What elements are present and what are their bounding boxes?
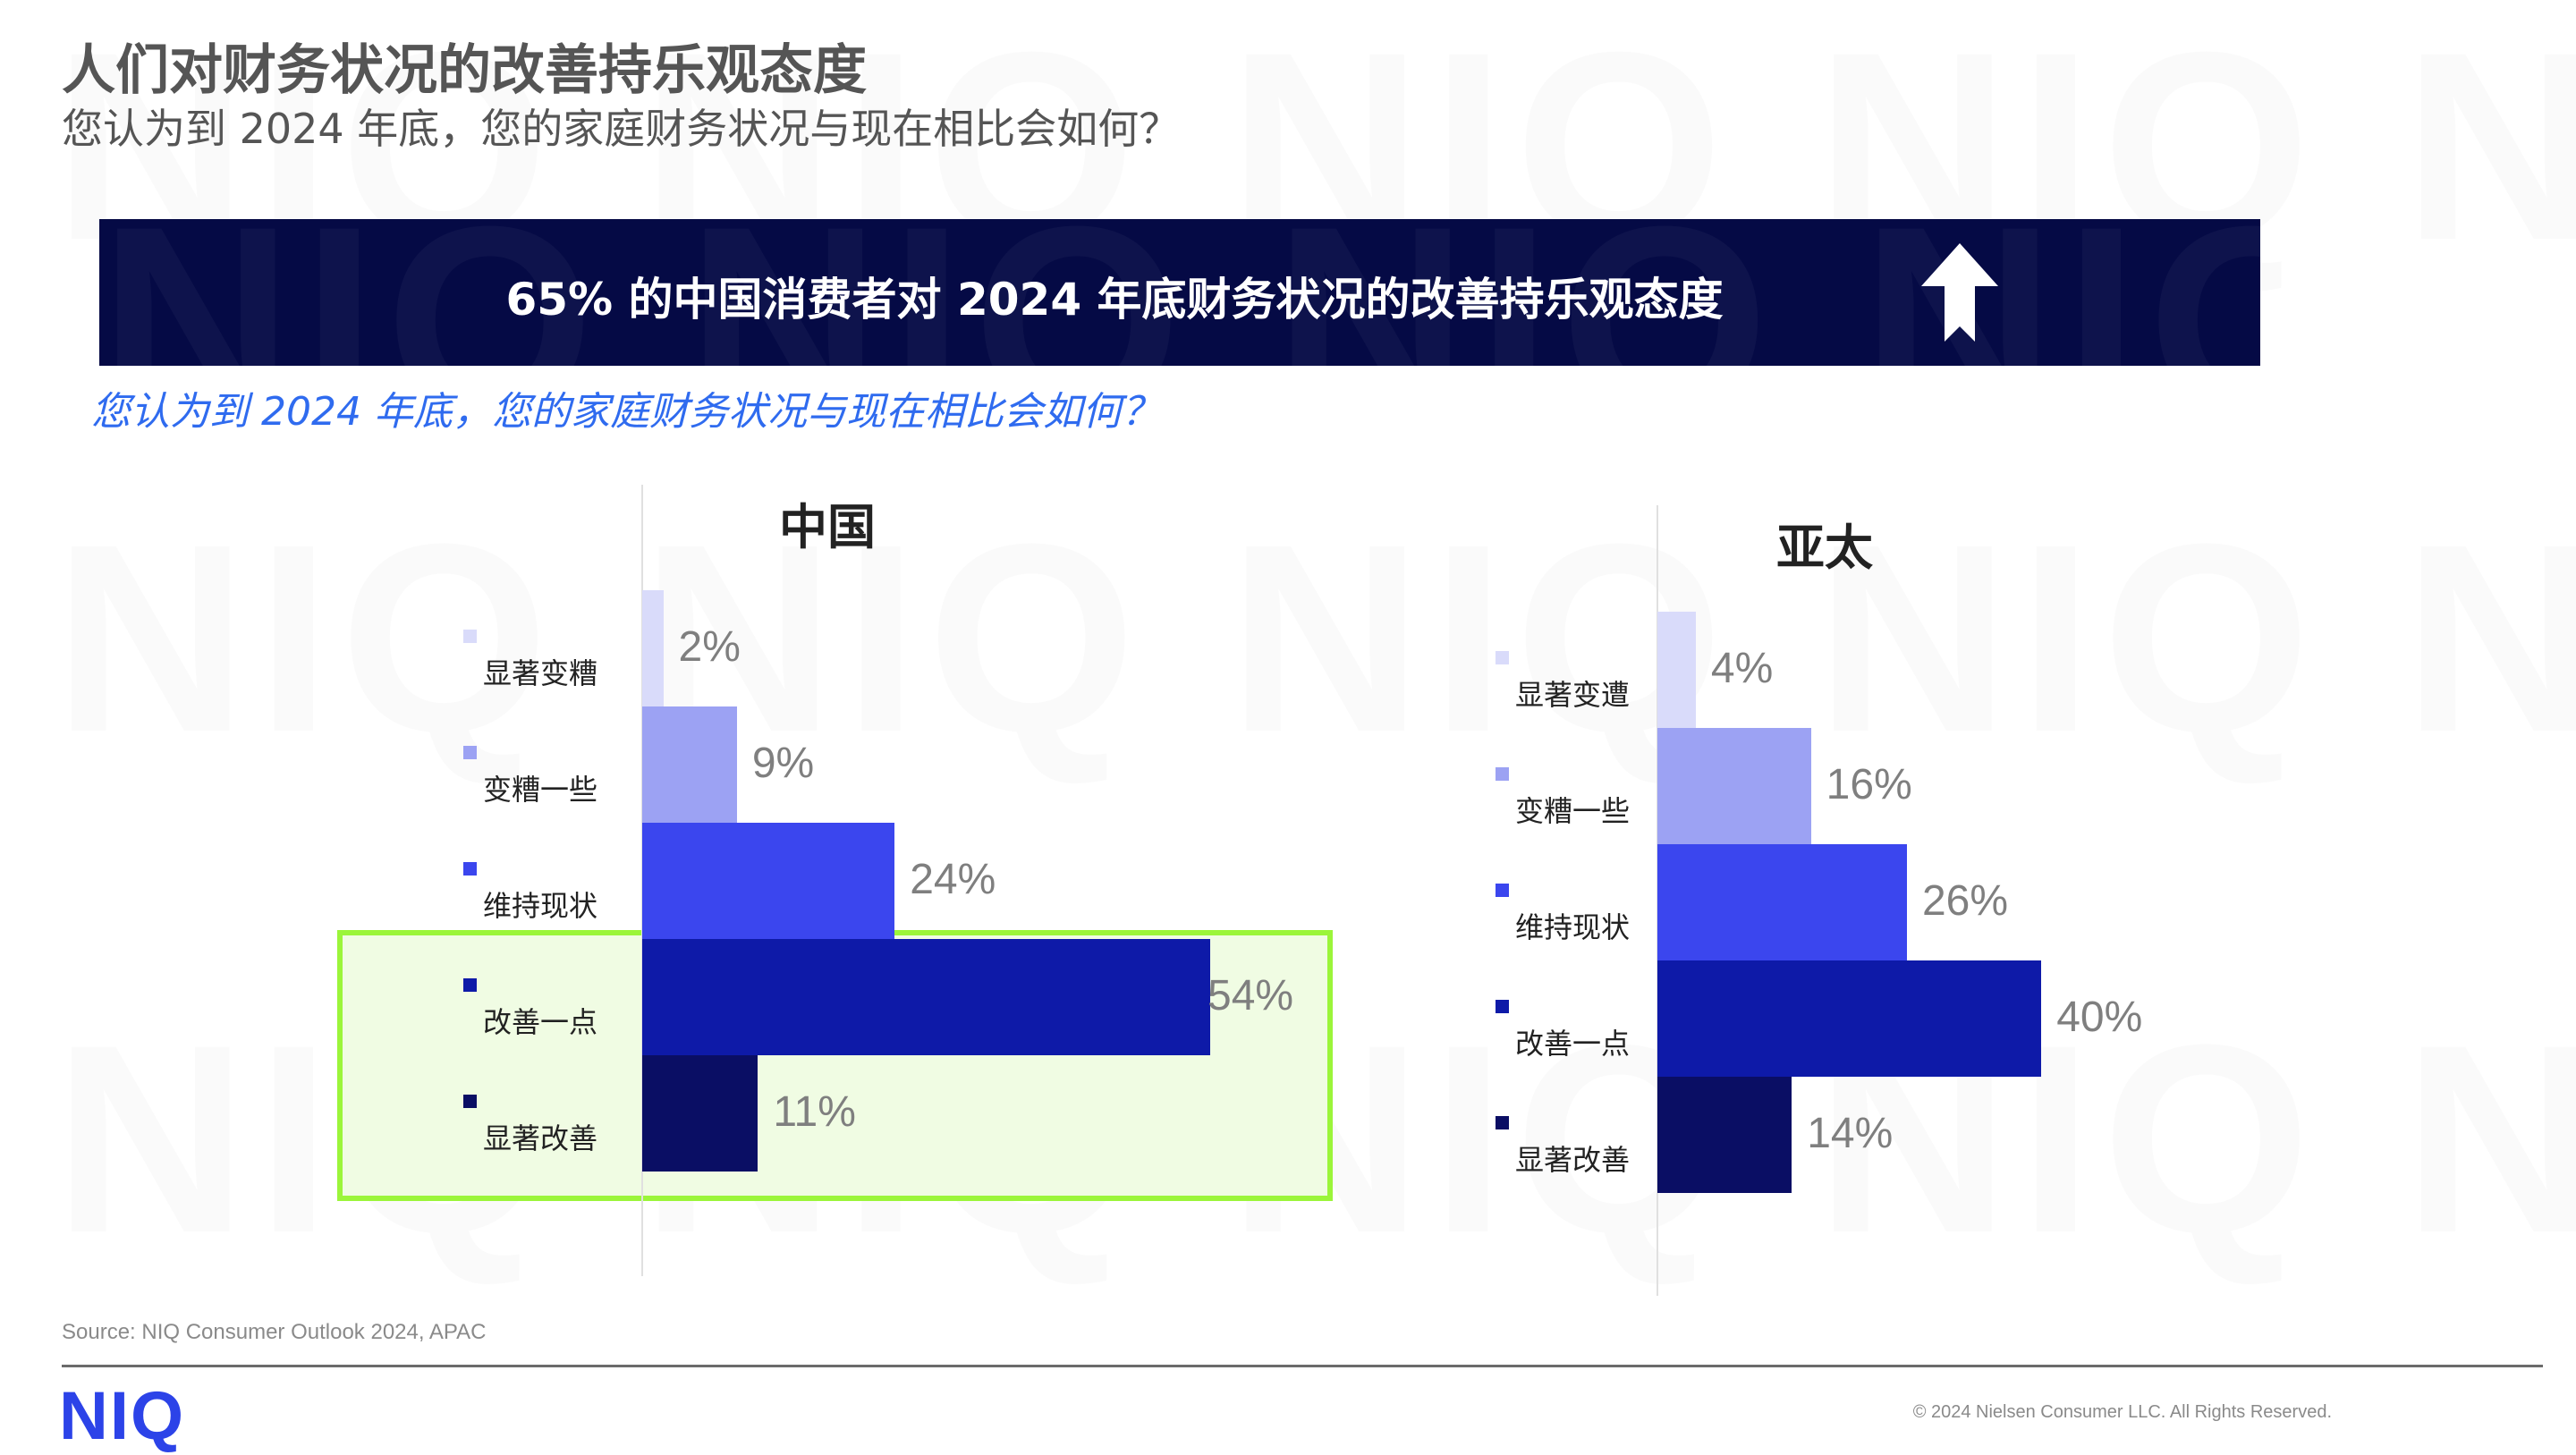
copyright: © 2024 Nielsen Consumer LLC. All Rights …	[1912, 1402, 2332, 1422]
bar	[1657, 612, 1696, 728]
survey-question: 您认为到 2024 年底，您的家庭财务状况与现在相比会如何？	[91, 389, 1161, 435]
bar	[1657, 1077, 1792, 1193]
legend-marker	[463, 630, 477, 643]
data-label: 26%	[1921, 877, 2009, 925]
bar	[1657, 728, 1811, 844]
category-label: 显著变糟	[483, 656, 598, 690]
data-label: 11%	[773, 1088, 856, 1136]
category-label: 变糟一些	[483, 773, 598, 807]
data-label: 14%	[1807, 1110, 1894, 1157]
legend-marker	[1496, 767, 1509, 781]
page-subtitle: 您认为到 2024 年底，您的家庭财务状况与现在相比会如何？	[62, 105, 1181, 153]
legend-marker	[463, 978, 477, 992]
category-label: 变糟一些	[1515, 794, 1631, 828]
arrow-up-icon	[1921, 243, 1998, 342]
legend-marker	[1496, 1000, 1509, 1013]
category-label: 显著改善	[1515, 1143, 1631, 1177]
bar	[642, 823, 895, 939]
bar	[642, 706, 737, 823]
data-label: 40%	[2056, 994, 2143, 1041]
data-label: 24%	[910, 856, 996, 903]
bar	[1657, 844, 1907, 960]
bar	[642, 1055, 758, 1172]
legend-marker	[1496, 1116, 1509, 1129]
category-label: 维持现状	[483, 889, 598, 923]
bar	[642, 590, 664, 706]
chart-title: 亚太	[1776, 520, 1873, 576]
key-finding-banner: NIQ NIQ NIQ NIQ NIQ 65% 的中国消费者对 2024 年底财…	[99, 219, 2260, 366]
legend-marker	[1496, 651, 1509, 664]
legend-marker	[1496, 884, 1509, 897]
bar	[642, 939, 1211, 1055]
data-label: 9%	[751, 740, 815, 787]
category-label: 显著变遭	[1515, 678, 1631, 712]
legend-marker	[463, 862, 477, 876]
category-label: 改善一点	[483, 1005, 598, 1039]
legend-marker	[463, 1095, 477, 1108]
source-note: Source: NIQ Consumer Outlook 2024, APAC	[62, 1320, 487, 1344]
legend-marker	[463, 746, 477, 759]
niq-logo: NIQ	[59, 1378, 186, 1454]
data-label: 54%	[1208, 972, 1294, 1019]
category-label: 改善一点	[1515, 1027, 1631, 1061]
watermark: NIQ NIQ NIQ NIQ NIQ	[54, 483, 2576, 792]
data-label: 16%	[1826, 761, 1912, 808]
data-label: 4%	[1710, 645, 1774, 692]
chart-title: 中国	[779, 499, 876, 555]
page-title: 人们对财务状况的改善持乐观态度	[62, 39, 867, 102]
footer-divider	[62, 1365, 2543, 1367]
bar	[1657, 960, 2042, 1077]
category-label: 维持现状	[1515, 910, 1631, 944]
category-label: 显著改善	[483, 1121, 598, 1155]
data-label: 2%	[678, 623, 741, 671]
banner-text: 65% 的中国消费者对 2024 年底财务状况的改善持乐观态度	[505, 274, 1724, 326]
